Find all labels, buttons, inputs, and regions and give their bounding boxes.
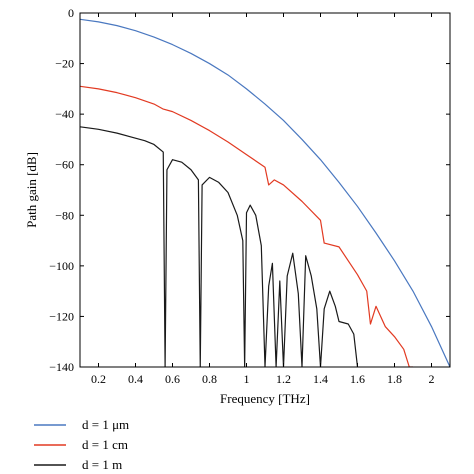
x-axis-ticks: 0.2 0.4 0.6 0.8 1 1.2 1.4 1.6 1.8 2 xyxy=(91,13,435,386)
y-tick-label: −40 xyxy=(55,107,74,121)
y-tick-label: 0 xyxy=(68,6,74,20)
legend-label-1: d = 1 μm xyxy=(82,417,129,432)
x-tick-label: 0.2 xyxy=(91,372,106,386)
x-tick-label: 1.6 xyxy=(350,372,365,386)
plot-frame xyxy=(79,12,451,368)
x-axis-label: Frequency [THz] xyxy=(220,391,310,406)
legend-label-2: d = 1 cm xyxy=(82,437,128,452)
legend-label-3: d = 1 m xyxy=(82,457,122,472)
y-tick-label: −60 xyxy=(55,158,74,172)
x-tick-label: 0.4 xyxy=(128,372,143,386)
x-tick-label: 1 xyxy=(244,372,250,386)
x-tick-label: 1.8 xyxy=(387,372,402,386)
y-tick-label: −100 xyxy=(49,259,74,273)
y-tick-label: −120 xyxy=(49,309,74,323)
series-line-2 xyxy=(80,85,413,367)
series-line-1 xyxy=(80,18,450,367)
series-lines xyxy=(80,18,450,367)
y-tick-label: −140 xyxy=(49,360,74,374)
x-tick-label: 2 xyxy=(429,372,435,386)
y-tick-label: −80 xyxy=(55,208,74,222)
x-tick-label: 1.2 xyxy=(276,372,291,386)
series-line-3 xyxy=(80,126,359,367)
legend: d = 1 μm d = 1 cm d = 1 m xyxy=(34,417,129,472)
y-tick-label: −20 xyxy=(55,57,74,71)
y-axis-ticks: 0 −20 −40 −60 −80 −100 −120 −140 xyxy=(49,6,450,374)
x-tick-label: 0.8 xyxy=(202,372,217,386)
x-tick-label: 0.6 xyxy=(165,372,180,386)
x-tick-label: 1.4 xyxy=(313,372,328,386)
y-axis-label: Path gain [dB] xyxy=(24,152,39,228)
